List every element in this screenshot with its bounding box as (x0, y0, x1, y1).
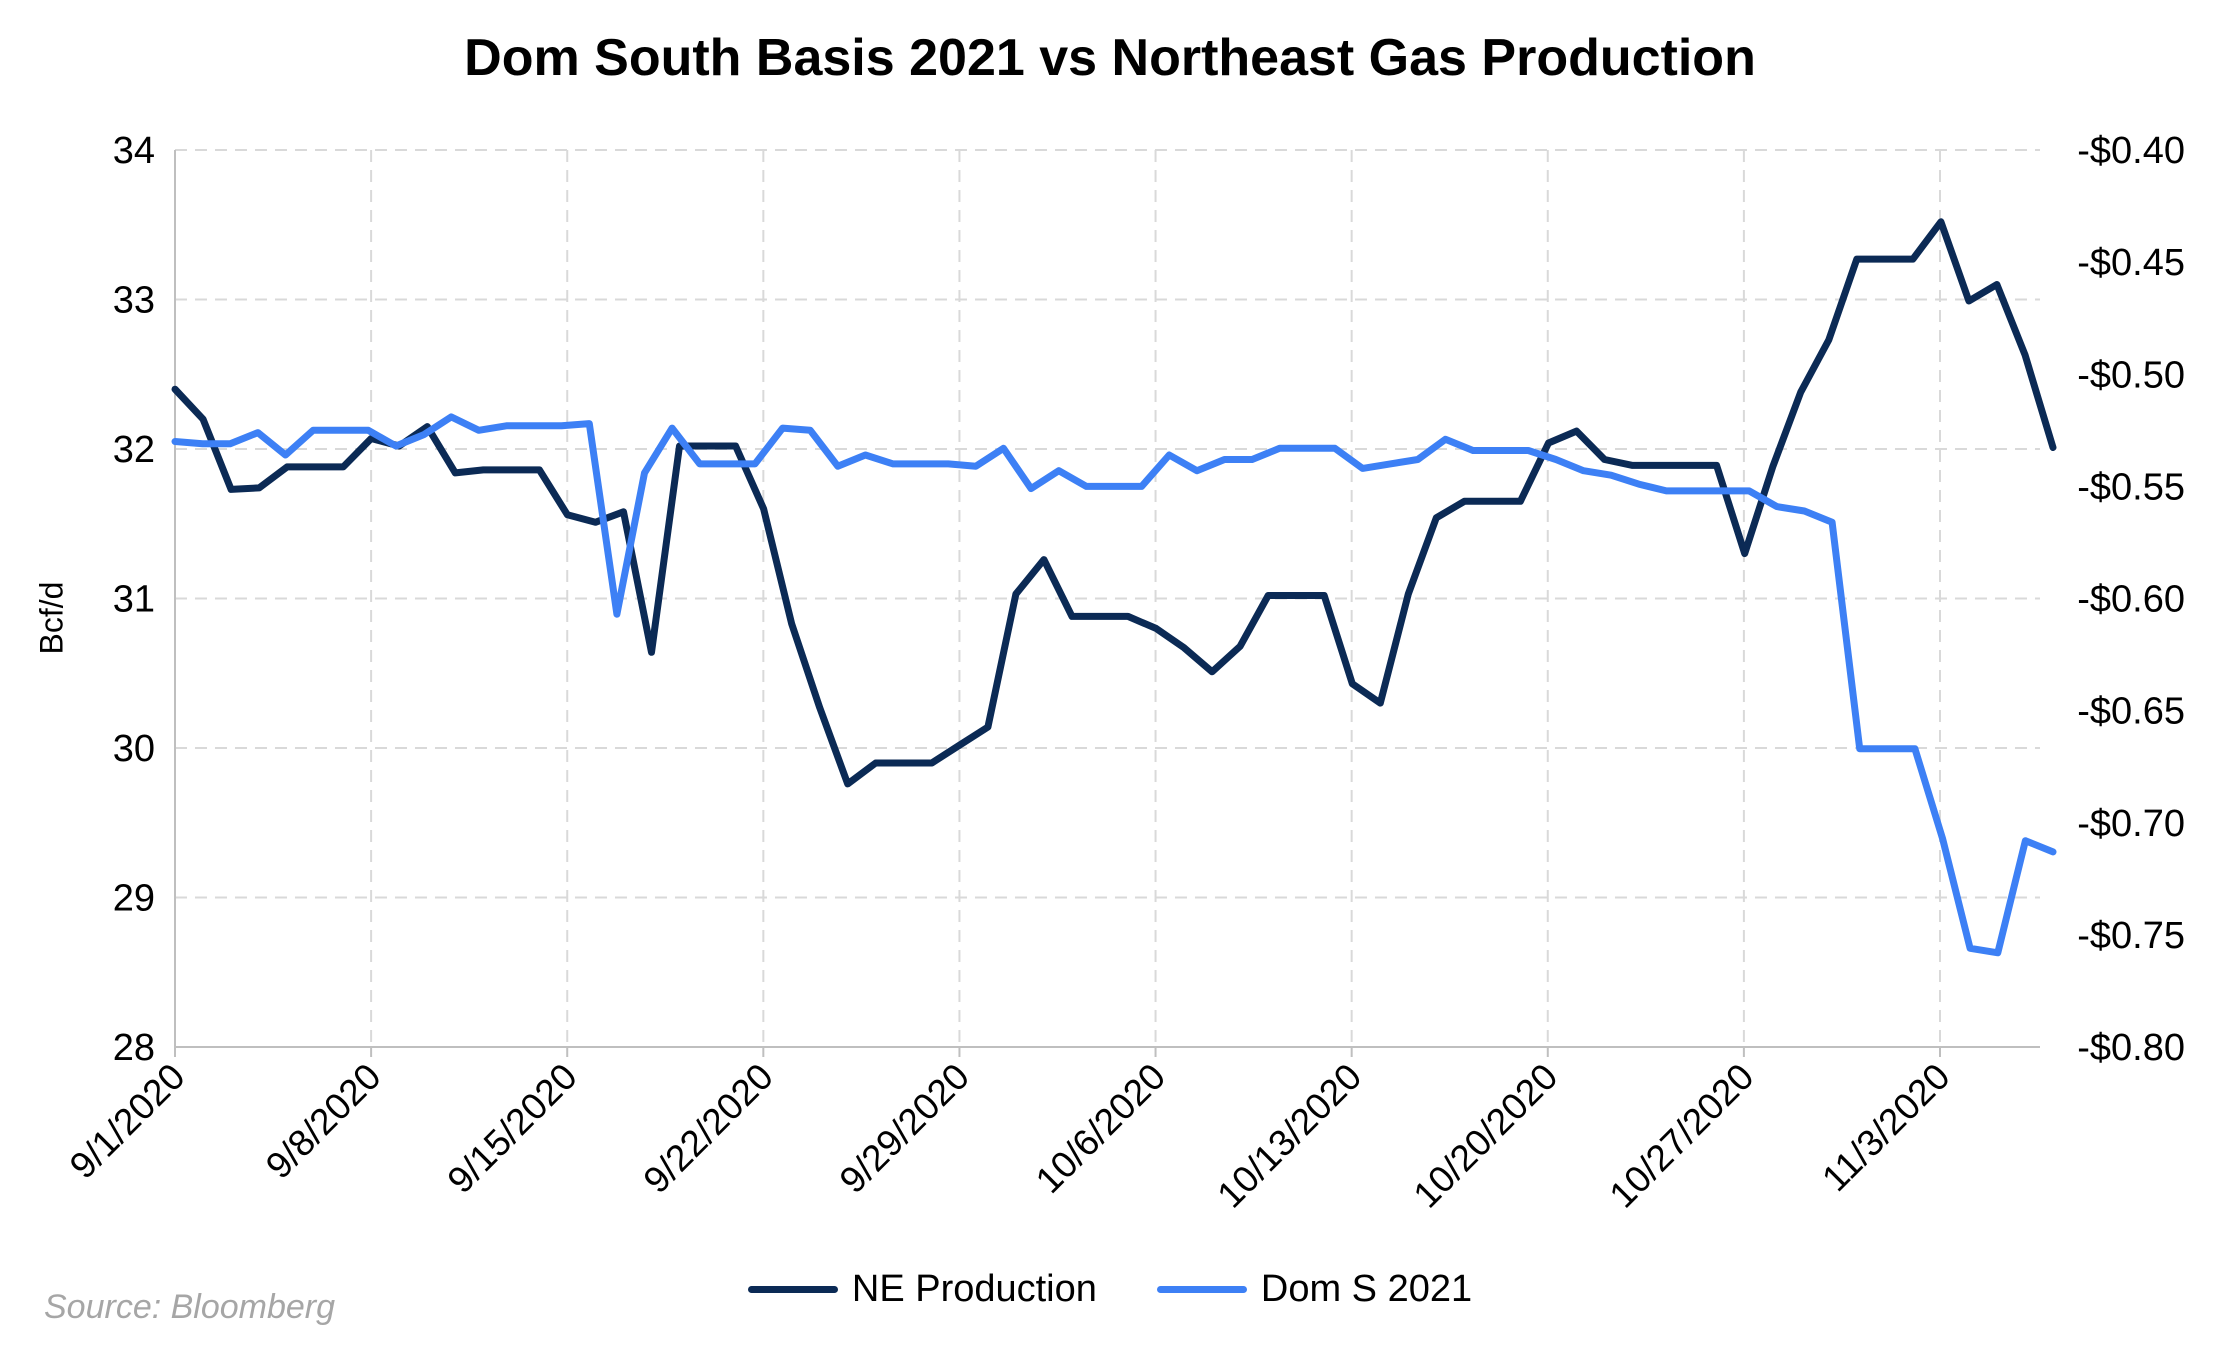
x-tick-label: 10/20/2020 (1405, 1056, 1565, 1216)
y-left-tick-label: 32 (113, 429, 155, 471)
series-line-ne-production (171, 218, 2057, 788)
y-left-tick-label: 31 (113, 579, 155, 621)
y-left-tick-label: 29 (113, 878, 155, 920)
x-tick-label: 10/27/2020 (1602, 1056, 1762, 1216)
legend-swatch-ne-production (747, 1286, 838, 1293)
series-line-dom-s-2021 (171, 413, 2057, 957)
x-tick-label: 9/29/2020 (832, 1056, 977, 1201)
legend-item-ne-production: NE Production (747, 1268, 1097, 1311)
x-tick-label: 9/22/2020 (636, 1056, 781, 1201)
legend-swatch-dom-s-2021 (1156, 1286, 1247, 1293)
y-right-tick-label: -$0.55 (2077, 466, 2185, 508)
y-right-tick-label: -$0.65 (2077, 691, 2185, 733)
legend-label-dom-s-2021: Dom S 2021 (1260, 1268, 1473, 1310)
x-tick-label: 9/15/2020 (439, 1056, 584, 1201)
y-left-tick-label: 33 (113, 280, 155, 322)
x-tick-label: 10/13/2020 (1209, 1056, 1369, 1216)
y-right-tick-label: -$0.40 (2077, 130, 2185, 172)
y-left-tick-label: 34 (113, 130, 155, 172)
y-right-tick-label: -$0.80 (2077, 1027, 2185, 1069)
legend-item-dom-s-2021: Dom S 2021 (1156, 1268, 1473, 1311)
x-tick-label: 11/3/2020 (1814, 1056, 1957, 1199)
source-note: Source: Bloomberg (44, 1288, 336, 1326)
y-right-tick-label: -$0.70 (2077, 803, 2185, 845)
legend-label-ne-production: NE Production (851, 1268, 1097, 1310)
x-tick-label: 10/6/2020 (1028, 1056, 1173, 1201)
y-left-tick-label: 30 (113, 728, 155, 770)
x-tick-label: 9/8/2020 (258, 1056, 389, 1187)
legend: NE Production Dom S 2021 (0, 1268, 2220, 1311)
y-right-tick-label: -$0.45 (2077, 242, 2185, 284)
y-right-tick-label: -$0.60 (2077, 579, 2185, 621)
y-right-tick-label: -$0.50 (2077, 354, 2185, 396)
y-right-tick-label: -$0.75 (2077, 915, 2185, 957)
y-left-tick-label: 28 (113, 1027, 155, 1069)
chart-title: Dom South Basis 2021 vs Northeast Gas Pr… (464, 29, 1756, 87)
x-tick-label: 9/1/2020 (62, 1056, 193, 1187)
